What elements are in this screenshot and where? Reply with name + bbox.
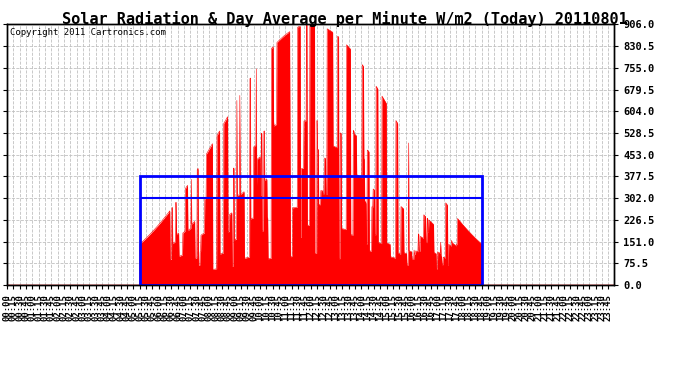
Bar [140, 176, 482, 285]
Text: Copyright 2011 Cartronics.com: Copyright 2011 Cartronics.com [10, 28, 166, 37]
Text: Solar Radiation & Day Average per Minute W/m2 (Today) 20110801: Solar Radiation & Day Average per Minute… [62, 11, 628, 27]
